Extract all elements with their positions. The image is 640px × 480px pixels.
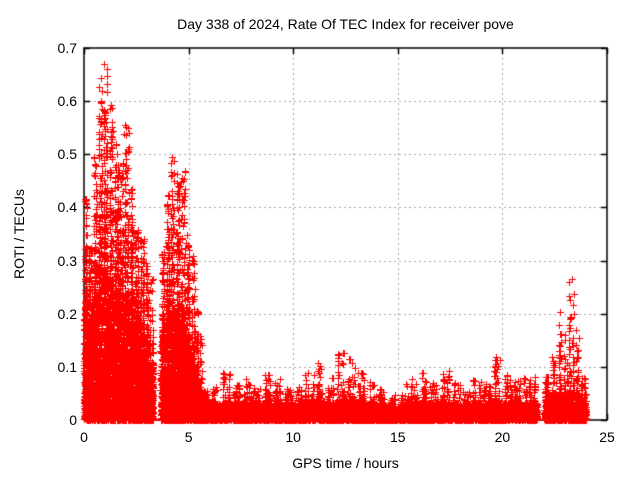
x-tick-label: 0 <box>80 429 88 445</box>
y-tick-label: 0.3 <box>57 252 77 269</box>
y-tick-label: 0 <box>69 412 77 428</box>
x-axis-label: GPS time / hours <box>292 455 399 471</box>
x-tick-label: 20 <box>494 429 511 445</box>
x-tick-label: 25 <box>599 429 615 445</box>
y-tick-label: 0.2 <box>57 305 77 322</box>
y-tick-label: 0.1 <box>57 358 77 375</box>
x-tick-label: 5 <box>184 429 193 445</box>
chart-title: Day 338 of 2024, Rate Of TEC Index for r… <box>177 16 514 32</box>
y-tick-label: 0.4 <box>57 199 77 216</box>
x-tick-label: 10 <box>285 429 301 445</box>
x-tick-label: 15 <box>390 429 406 445</box>
y-tick-label: 0.5 <box>57 146 77 163</box>
y-tick-label: 0.6 <box>57 93 77 110</box>
y-tick-label: 0.7 <box>57 40 77 56</box>
y-axis-label: ROTI / TECUs <box>11 189 27 279</box>
